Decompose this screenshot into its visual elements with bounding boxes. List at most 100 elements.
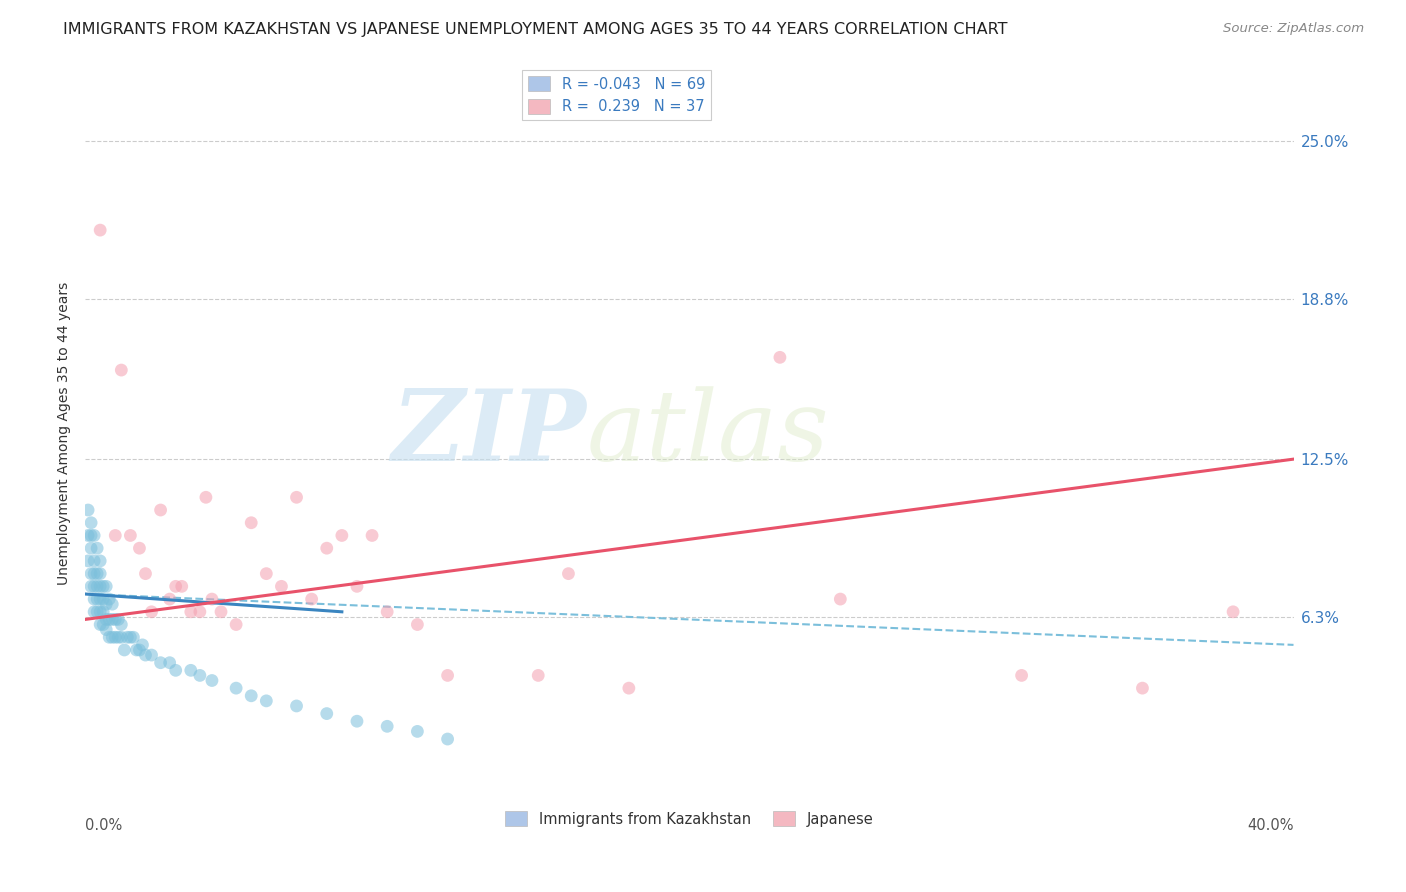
Point	[120, 630, 142, 644]
Point	[134, 648, 156, 662]
Point	[86, 605, 108, 619]
Point	[125, 643, 148, 657]
Point	[80, 579, 103, 593]
Point	[285, 491, 308, 505]
Point	[120, 528, 142, 542]
Point	[134, 566, 156, 581]
Point	[96, 612, 118, 626]
Point	[77, 528, 100, 542]
Point	[330, 528, 353, 542]
Point	[101, 630, 124, 644]
Point	[149, 503, 172, 517]
Point	[194, 491, 217, 505]
Point	[96, 579, 118, 593]
Text: ZIP: ZIP	[391, 385, 586, 482]
Point	[77, 554, 100, 568]
Point	[240, 689, 263, 703]
Point	[83, 566, 105, 581]
Point	[89, 592, 111, 607]
Legend: Immigrants from Kazakhstan, Japanese: Immigrants from Kazakhstan, Japanese	[499, 805, 879, 832]
Point	[315, 706, 337, 721]
Point	[112, 643, 135, 657]
Point	[107, 612, 129, 626]
Point	[91, 592, 114, 607]
Point	[165, 579, 187, 593]
Point	[128, 643, 150, 657]
Point	[141, 605, 163, 619]
Point	[346, 714, 368, 729]
Point	[91, 617, 114, 632]
Point	[80, 516, 103, 530]
Point	[107, 630, 129, 644]
Point	[527, 668, 550, 682]
Point	[375, 719, 398, 733]
Point	[301, 592, 323, 607]
Point	[165, 663, 187, 677]
Point	[225, 681, 247, 695]
Point	[104, 630, 127, 644]
Point	[141, 648, 163, 662]
Point	[830, 592, 852, 607]
Point	[83, 579, 105, 593]
Point	[170, 579, 193, 593]
Point	[240, 516, 263, 530]
Point	[83, 592, 105, 607]
Point	[110, 617, 132, 632]
Point	[436, 668, 458, 682]
Point	[80, 566, 103, 581]
Y-axis label: Unemployment Among Ages 35 to 44 years: Unemployment Among Ages 35 to 44 years	[58, 282, 72, 585]
Point	[104, 528, 127, 542]
Text: 40.0%: 40.0%	[1247, 819, 1294, 833]
Point	[254, 566, 277, 581]
Point	[180, 605, 202, 619]
Point	[83, 554, 105, 568]
Point	[91, 579, 114, 593]
Point	[128, 541, 150, 556]
Point	[96, 597, 118, 611]
Point	[86, 592, 108, 607]
Point	[436, 732, 458, 747]
Point	[98, 592, 121, 607]
Point	[769, 351, 792, 365]
Text: 0.0%: 0.0%	[86, 819, 122, 833]
Point	[346, 579, 368, 593]
Text: atlas: atlas	[586, 386, 830, 482]
Point	[101, 612, 124, 626]
Point	[110, 630, 132, 644]
Point	[188, 605, 211, 619]
Point	[89, 566, 111, 581]
Point	[406, 724, 429, 739]
Point	[270, 579, 292, 593]
Point	[98, 612, 121, 626]
Point	[557, 566, 579, 581]
Point	[159, 592, 181, 607]
Point	[188, 668, 211, 682]
Point	[101, 597, 124, 611]
Text: IMMIGRANTS FROM KAZAKHSTAN VS JAPANESE UNEMPLOYMENT AMONG AGES 35 TO 44 YEARS CO: IMMIGRANTS FROM KAZAKHSTAN VS JAPANESE U…	[63, 22, 1008, 37]
Point	[89, 579, 111, 593]
Point	[149, 656, 172, 670]
Point	[98, 630, 121, 644]
Point	[110, 363, 132, 377]
Point	[89, 605, 111, 619]
Point	[117, 630, 139, 644]
Point	[1222, 605, 1244, 619]
Point	[122, 630, 145, 644]
Point	[104, 612, 127, 626]
Point	[159, 656, 181, 670]
Point	[375, 605, 398, 619]
Point	[180, 663, 202, 677]
Point	[285, 698, 308, 713]
Point	[131, 638, 153, 652]
Point	[225, 617, 247, 632]
Point	[361, 528, 384, 542]
Point	[201, 592, 224, 607]
Point	[77, 503, 100, 517]
Point	[80, 528, 103, 542]
Point	[406, 617, 429, 632]
Point	[617, 681, 640, 695]
Point	[80, 541, 103, 556]
Point	[89, 223, 111, 237]
Point	[96, 623, 118, 637]
Point	[86, 541, 108, 556]
